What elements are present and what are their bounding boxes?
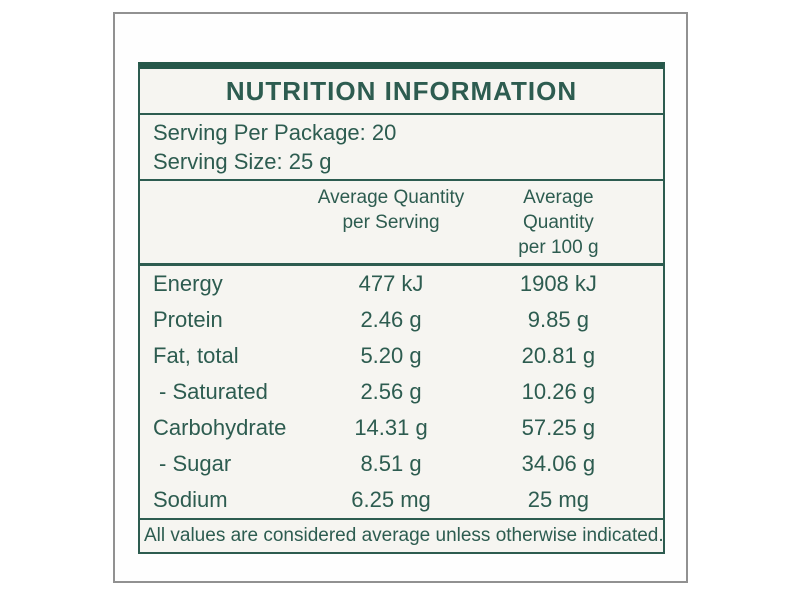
value-per-100g: 10.26 g bbox=[521, 379, 596, 404]
table-row-carbohydrate: Carbohydrate 14.31 g 57.25 g bbox=[140, 410, 663, 446]
footnote: All values are considered average unless… bbox=[140, 518, 664, 552]
table-row-protein: Protein 2.46 g 9.85 g bbox=[140, 302, 663, 338]
value-per-100g: 20.81 g bbox=[521, 343, 596, 368]
table-row-saturated: - Saturated 2.56 g 10.26 g bbox=[140, 374, 663, 410]
value-per-serving: 5.20 g bbox=[360, 343, 422, 368]
value-per-100g: 1908 kJ bbox=[519, 271, 597, 296]
nutrient-name: Protein bbox=[153, 307, 223, 332]
nutrient-name: Sodium bbox=[153, 487, 228, 512]
serving-info: Serving Per Package: 20 Serving Size: 25… bbox=[140, 115, 663, 181]
value-per-100g: 57.25 g bbox=[521, 415, 596, 440]
value-per-serving: 6.25 mg bbox=[351, 487, 431, 512]
label-title: NUTRITION INFORMATION bbox=[140, 69, 663, 115]
nutrient-name: - Saturated bbox=[159, 379, 268, 404]
serving-size: Serving Size: 25 g bbox=[153, 149, 332, 174]
value-per-serving: 14.31 g bbox=[354, 415, 428, 440]
image-frame: NUTRITION INFORMATION Serving Per Packag… bbox=[113, 12, 688, 583]
nutrient-name: Carbohydrate bbox=[153, 415, 287, 440]
column-header-per-100g-line1: Average Quantity bbox=[522, 187, 594, 233]
table-row-energy: Energy 477 kJ 1908 kJ bbox=[140, 266, 663, 302]
column-header-per-serving: Average Quantity per Serving bbox=[297, 185, 485, 260]
nutrient-table: Energy 477 kJ 1908 kJ Protein 2.46 g 9.8… bbox=[140, 266, 663, 518]
value-per-serving: 8.51 g bbox=[360, 451, 422, 476]
value-per-100g: 9.85 g bbox=[527, 307, 589, 332]
value-per-100g: 34.06 g bbox=[521, 451, 596, 476]
column-header-spacer bbox=[140, 185, 297, 260]
column-header-per-serving-line1: Average Quantity bbox=[317, 187, 465, 208]
nutrition-label: NUTRITION INFORMATION Serving Per Packag… bbox=[138, 62, 665, 554]
table-row-sugar: - Sugar 8.51 g 34.06 g bbox=[140, 446, 663, 482]
value-per-serving: 2.56 g bbox=[360, 379, 422, 404]
value-per-100g: 25 mg bbox=[527, 487, 589, 512]
serving-per-package: Serving Per Package: 20 bbox=[153, 120, 397, 145]
nutrient-name: Fat, total bbox=[153, 343, 239, 368]
column-header-per-100g: Average Quantity per 100 g bbox=[485, 185, 631, 260]
table-row-fat-total: Fat, total 5.20 g 20.81 g bbox=[140, 338, 663, 374]
table-row-sodium: Sodium 6.25 mg 25 mg bbox=[140, 482, 663, 518]
column-headers: Average Quantity per Serving Average Qua… bbox=[140, 181, 663, 266]
column-header-per-100g-line2: per 100 g bbox=[518, 237, 599, 258]
column-header-per-serving-line2: per Serving bbox=[342, 212, 440, 233]
value-per-serving: 2.46 g bbox=[360, 307, 422, 332]
nutrient-name: - Sugar bbox=[159, 451, 232, 476]
value-per-serving: 477 kJ bbox=[358, 271, 424, 296]
nutrient-name: Energy bbox=[153, 271, 223, 296]
